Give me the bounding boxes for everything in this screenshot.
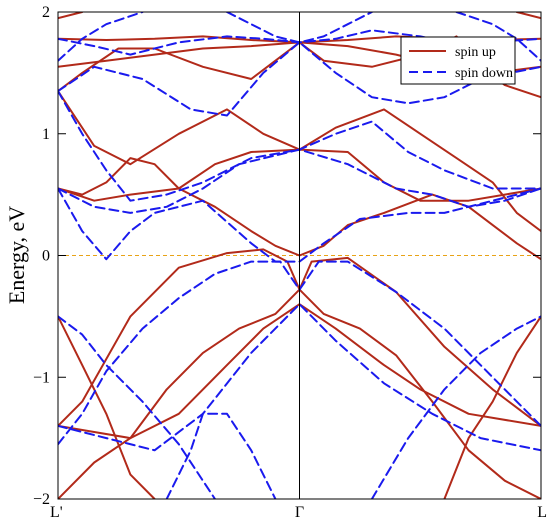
band-line [515, 12, 541, 20]
band-line [443, 315, 541, 499]
band-line [58, 315, 156, 499]
y-tick-label: 2 [42, 4, 50, 21]
y-tick-label: 1 [42, 126, 50, 143]
x-tick-label: L [537, 504, 547, 521]
legend-label-spin-down: spin down [455, 66, 513, 81]
legend: spin up spin down [400, 36, 516, 85]
y-axis-label: Energy, eV [4, 206, 29, 304]
x-tick-label: Γ [295, 504, 304, 521]
band-line [370, 315, 541, 499]
band-line [58, 12, 84, 20]
y-tick-label: −1 [33, 369, 50, 386]
series-spin-down [58, 12, 541, 499]
band-line [58, 303, 541, 440]
band-line [58, 315, 216, 499]
band-line [58, 12, 144, 62]
y-tick-label: 0 [42, 248, 50, 265]
band-line [58, 41, 541, 117]
band-line [58, 187, 541, 263]
band-line [165, 412, 277, 499]
ticks-group: −2 −1 0 1 2 L' Γ L [33, 4, 547, 521]
band-line [455, 12, 541, 62]
band-line [58, 248, 541, 427]
legend-box [400, 36, 516, 85]
x-tick-label: L' [50, 504, 63, 521]
band-line [58, 303, 541, 452]
y-tick-label: −2 [33, 491, 50, 508]
legend-label-spin-up: spin up [455, 45, 496, 60]
band-line [58, 90, 541, 202]
